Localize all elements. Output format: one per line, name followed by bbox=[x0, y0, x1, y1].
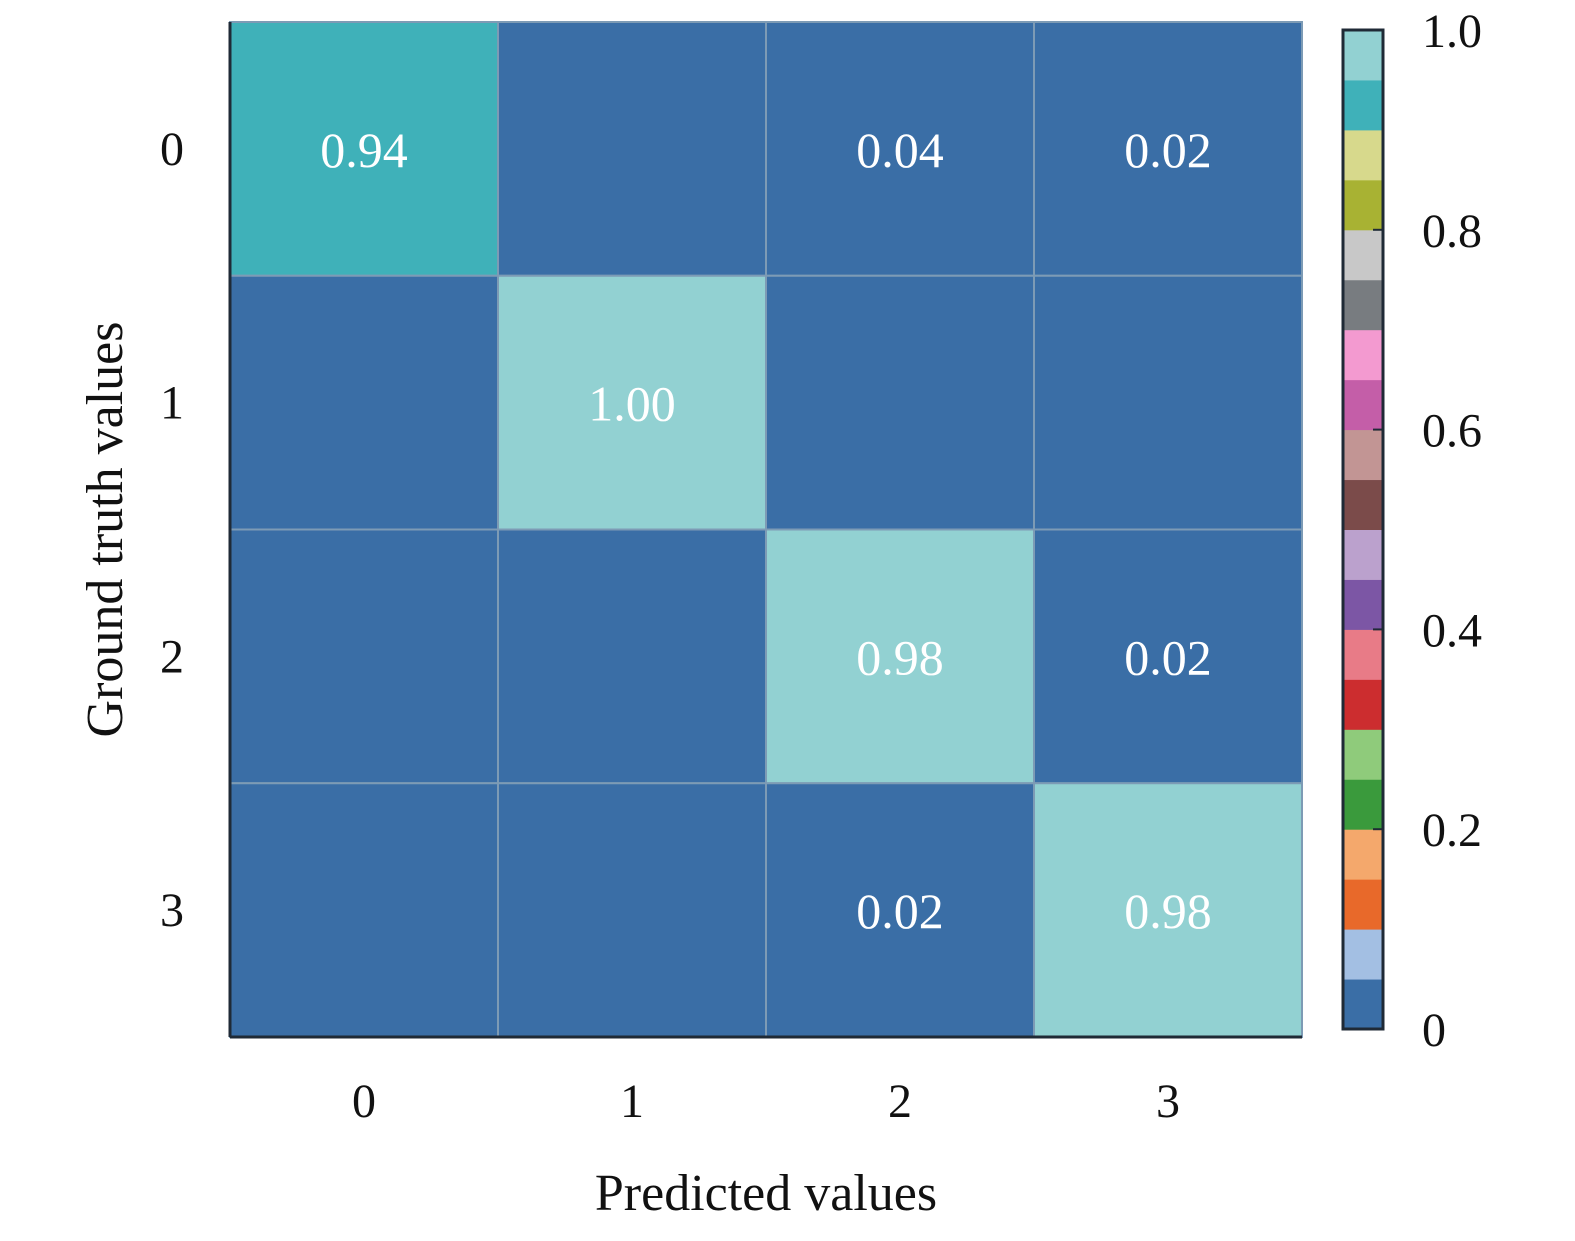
heatmap-cell bbox=[1033, 782, 1303, 1038]
colorbar-segment bbox=[1343, 729, 1383, 780]
heatmap-cell bbox=[229, 274, 499, 531]
colorbar-tick-label: 0 bbox=[1422, 1004, 1446, 1057]
colorbar-segment bbox=[1343, 629, 1383, 680]
y-tick-label: 2 bbox=[160, 630, 184, 683]
colorbar-segment bbox=[1343, 829, 1383, 880]
colorbar-tick-label: 0.8 bbox=[1422, 205, 1482, 258]
colorbar-segment bbox=[1343, 229, 1383, 281]
heatmap-cell bbox=[497, 528, 767, 785]
x-tick-label: 1 bbox=[620, 1075, 644, 1128]
heatmap-cell bbox=[1033, 274, 1303, 531]
cell-value-label: 0.04 bbox=[856, 122, 944, 178]
colorbar-segment bbox=[1343, 879, 1383, 930]
colorbar: 0 0.2 0.4 0.6 0.8 1.0 bbox=[1341, 5, 1482, 1057]
colorbar-segment bbox=[1343, 30, 1383, 81]
colorbar-segment bbox=[1343, 129, 1383, 181]
x-tick-label: 0 bbox=[352, 1075, 376, 1128]
cell-value-label: 0.94 bbox=[320, 122, 408, 178]
colorbar-segment bbox=[1343, 379, 1383, 431]
heatmap-cell bbox=[765, 21, 1035, 277]
colorbar-segment bbox=[1343, 779, 1383, 830]
heatmap-cell bbox=[1033, 528, 1303, 785]
heatmap-cell bbox=[497, 274, 767, 531]
heatmap-cell bbox=[765, 782, 1035, 1038]
heatmap-cell bbox=[229, 528, 499, 785]
colorbar-segment bbox=[1343, 429, 1383, 481]
cell-value-label: 0.02 bbox=[856, 883, 944, 939]
colorbar-frame bbox=[1341, 28, 1385, 1031]
colorbar-segment bbox=[1343, 479, 1383, 530]
colorbar-tick-label: 0.2 bbox=[1422, 804, 1482, 857]
x-axis-label: Predicted values bbox=[595, 1165, 937, 1222]
heatmap-cell bbox=[229, 21, 499, 277]
heatmap-cells bbox=[228, 21, 1303, 1039]
colorbar-segment bbox=[1343, 579, 1383, 630]
colorbar-segment bbox=[1343, 279, 1383, 331]
cell-value-label: 0.98 bbox=[1124, 883, 1212, 939]
cell-value-label: 1.00 bbox=[588, 376, 676, 432]
heatmap-cell bbox=[765, 274, 1035, 531]
cell-value-label: 0.02 bbox=[1124, 122, 1212, 178]
y-tick-label: 3 bbox=[160, 884, 184, 937]
colorbar-segment bbox=[1343, 979, 1383, 1030]
colorbar-tick-label: 0.6 bbox=[1422, 405, 1482, 458]
y-tick-label: 0 bbox=[160, 123, 184, 176]
heatmap-cell bbox=[497, 782, 767, 1038]
heatmap-cell-labels: 0.94 0.04 0.02 1.00 0.98 0.02 0.02 0.98 bbox=[320, 122, 1212, 939]
colorbar-segment bbox=[1343, 679, 1383, 730]
x-tick-label: 3 bbox=[1156, 1075, 1180, 1128]
x-tick-label: 2 bbox=[888, 1075, 912, 1128]
colorbar-segment bbox=[1343, 529, 1383, 580]
colorbar-segment bbox=[1343, 329, 1383, 381]
colorbar-tick-label: 1.0 bbox=[1422, 5, 1482, 58]
cell-value-label: 0.98 bbox=[856, 629, 944, 685]
heatmap-cell bbox=[1033, 21, 1303, 277]
y-tick-label: 1 bbox=[160, 377, 184, 430]
x-axis-ticks: 0 1 2 3 bbox=[352, 1075, 1180, 1128]
heatmap-cell bbox=[229, 782, 499, 1038]
colorbar-segment bbox=[1343, 929, 1383, 980]
cell-value-label: 0.02 bbox=[1124, 629, 1212, 685]
colorbar-segment bbox=[1343, 79, 1383, 131]
y-axis-ticks: 0 1 2 3 bbox=[160, 123, 184, 937]
y-axis-label: Ground truth values bbox=[77, 322, 134, 738]
colorbar-segment bbox=[1343, 179, 1383, 231]
colorbar-tick-label: 0.4 bbox=[1422, 604, 1482, 657]
heatmap-cell bbox=[497, 21, 767, 277]
